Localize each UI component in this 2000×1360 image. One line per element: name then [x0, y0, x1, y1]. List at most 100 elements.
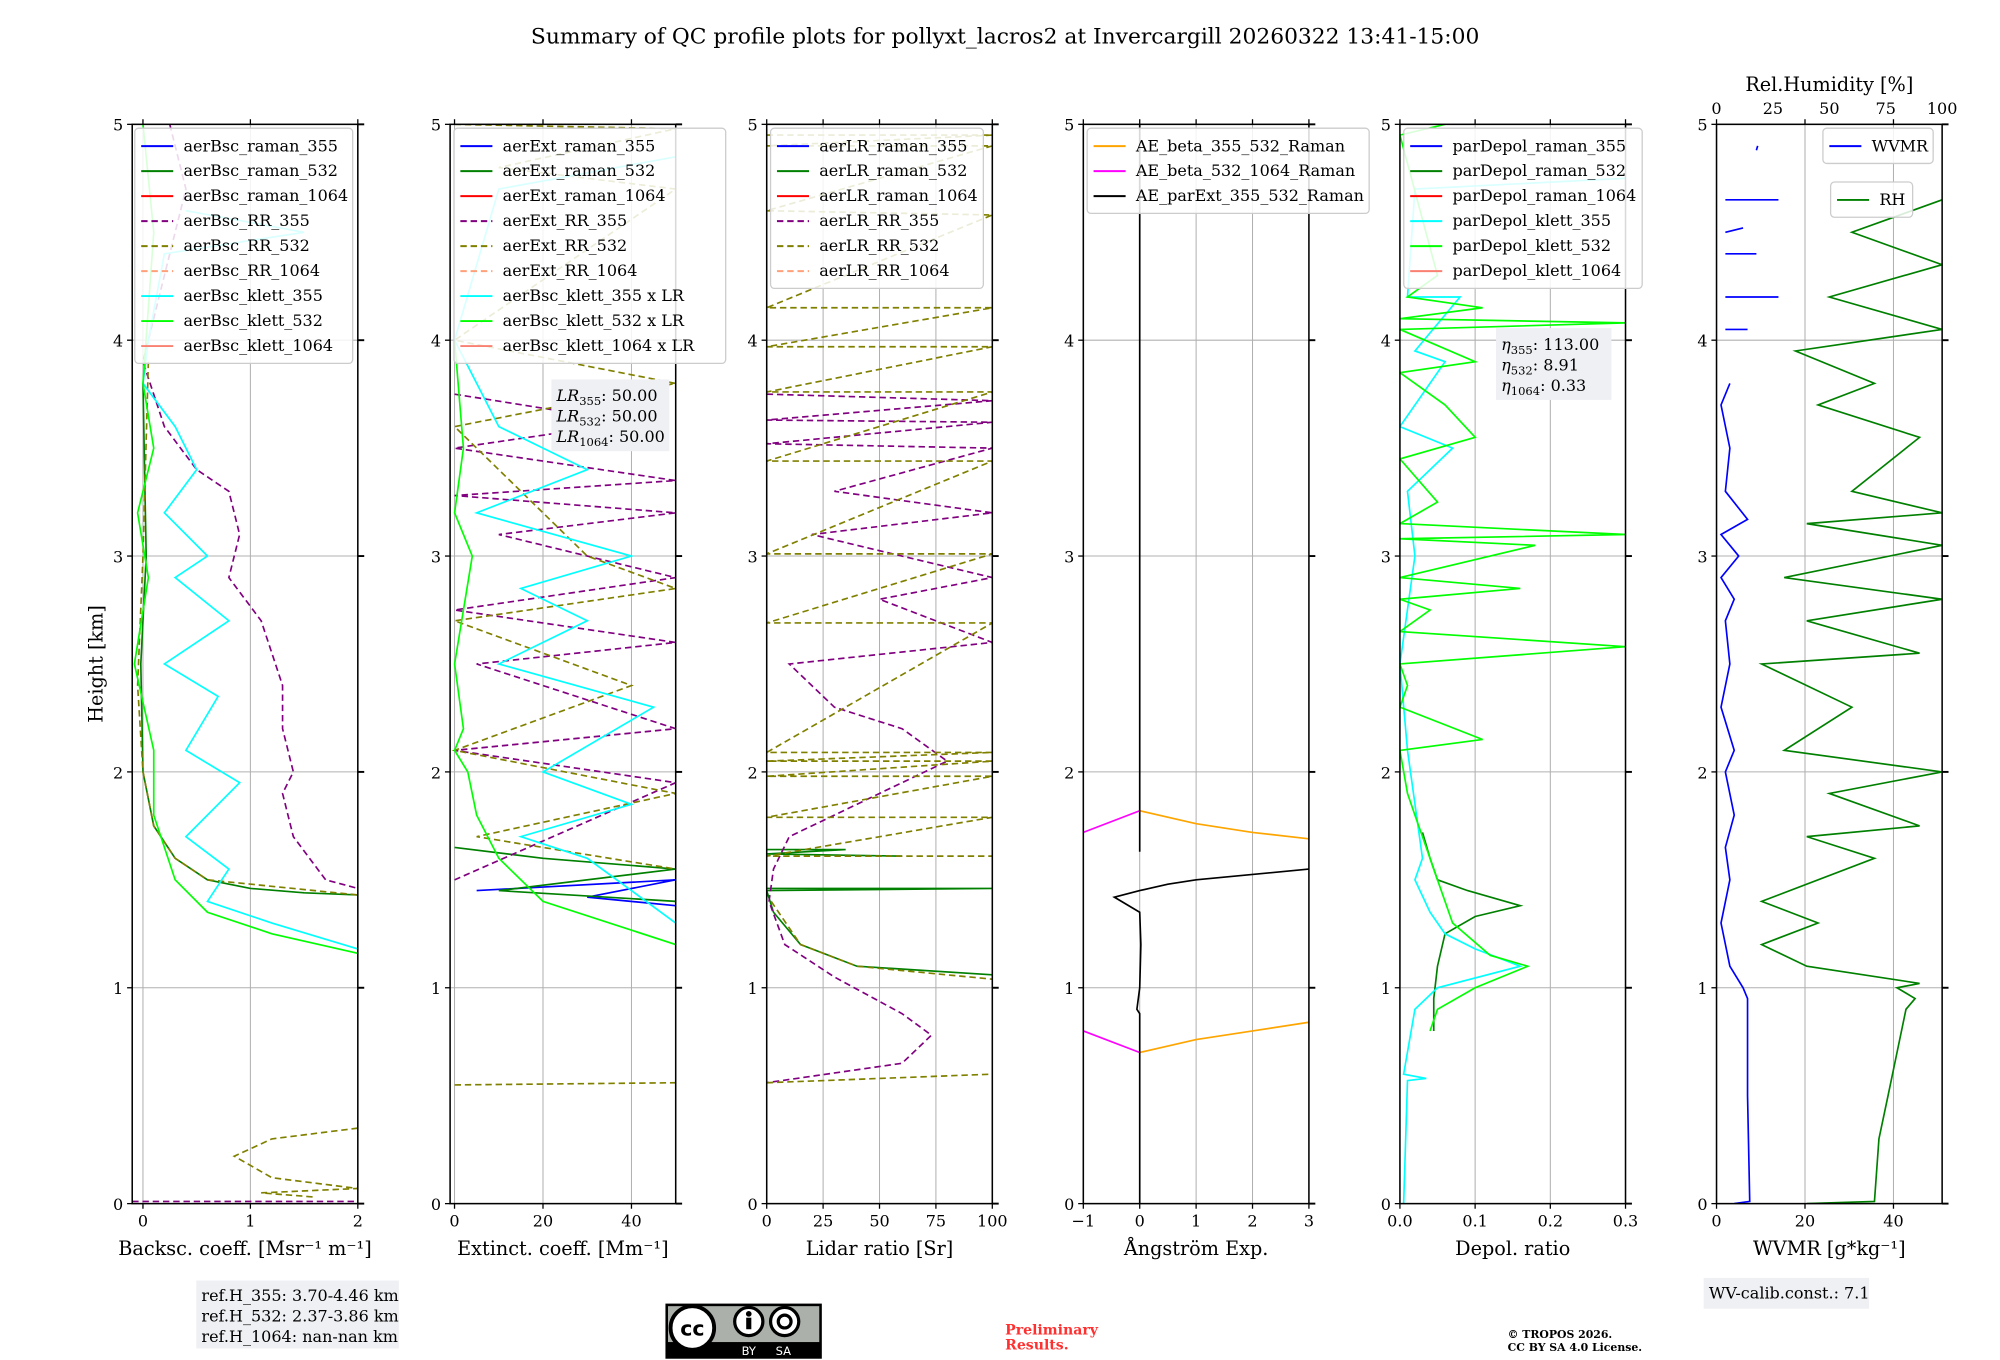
eta-info-symbol: η	[1501, 355, 1511, 374]
series-line-aerBsc_RR_532	[232, 1127, 358, 1198]
x-axis-label: Backsc. coeff. [Msr⁻¹ m⁻¹]	[118, 1237, 372, 1260]
legend-label: parDepol_klett_532	[1452, 236, 1611, 255]
refh-355: ref.H_355: 3.70-4.46 km	[201, 1286, 398, 1305]
x-axis-label: Ångström Exp.	[1123, 1237, 1269, 1260]
legend-label: AE_beta_532_1064_Raman	[1135, 161, 1355, 180]
x-tick-label: 25	[813, 1212, 833, 1231]
x-tick-label: 0	[1711, 1212, 1721, 1231]
eta-info-box	[1496, 328, 1612, 400]
legend-label: aerBsc_klett_355	[183, 286, 322, 305]
series-line-WVMR	[1719, 383, 1751, 1204]
eta-info-line: η355: 113.00	[1501, 335, 1599, 357]
by-label: BY	[742, 1344, 757, 1358]
preliminary-note-line2: Results.	[1005, 1338, 1069, 1354]
y-tick-label: 0	[1064, 1195, 1074, 1214]
y-tick-label: 4	[748, 332, 758, 351]
y-tick-label: 1	[431, 979, 441, 998]
eta-info-value: : 0.33	[1540, 376, 1586, 395]
y-tick-label: 3	[1697, 547, 1707, 566]
legend-label: aerLR_raman_355	[819, 136, 967, 155]
y-tick-label: 0	[1381, 1195, 1391, 1214]
lr-info-value: : 50.00	[609, 427, 665, 446]
refh-532: ref.H_532: 2.37-3.86 km	[201, 1307, 398, 1326]
series-line-aerBsc_RR_355	[142, 124, 358, 890]
y-tick-label: 5	[431, 116, 441, 135]
refh-1064: ref.H_1064: nan-nan km	[201, 1327, 398, 1346]
legend-label: aerBsc_klett_1064	[183, 336, 333, 355]
x-tick-label: 0	[449, 1212, 459, 1231]
y-tick-label: 4	[113, 332, 123, 351]
series-group	[1083, 124, 1309, 1204]
lr-info-subscript: 1064	[579, 435, 608, 449]
series-group	[1399, 124, 1626, 1204]
series-line-aerLR_RR_532	[766, 1073, 993, 1084]
y-tick-label: 5	[1381, 116, 1391, 135]
x-tick-label: 0.3	[1613, 1212, 1638, 1231]
top-tick-label: 0	[1711, 99, 1721, 118]
eta-info-value: : 113.00	[1533, 335, 1600, 354]
y-tick-label: 3	[1064, 547, 1074, 566]
y-tick-label: 4	[1697, 332, 1707, 351]
cc-icon	[668, 1304, 717, 1352]
series-line-AE_beta_355_532_Raman	[1139, 1021, 1309, 1054]
figure-title: Summary of QC profile plots for pollyxt_…	[531, 25, 1479, 50]
series-group	[766, 134, 993, 1084]
y-tick-label: 1	[113, 979, 123, 998]
series-line-parDepol_klett_355	[1399, 177, 1626, 1204]
x-tick-label: 40	[1883, 1212, 1903, 1231]
cc-label: cc	[680, 1317, 704, 1341]
x-tick-label: 1	[245, 1212, 255, 1231]
y-tick-label: 2	[1064, 763, 1074, 782]
lr-info-symbol: LR	[555, 386, 579, 405]
top-tick-label: 50	[1819, 99, 1839, 118]
series-line-aerBsc_raman_532	[139, 383, 358, 896]
legend-label: aerLR_RR_1064	[819, 261, 949, 280]
panel-3: 0 25 50 75 100 0 1 2 3 4 5 Lidar ratio [Sr] aerLR_ra…	[748, 116, 1008, 1260]
refh-box: ref.H_355: 3.70-4.46 km ref.H_532: 2.37-…	[196, 1280, 399, 1349]
legend-label: aerBsc_klett_532	[183, 311, 322, 330]
x-tick-label: 1	[1191, 1212, 1201, 1231]
x-tick-label: 0.1	[1462, 1212, 1487, 1231]
series-line-aerLR_RR_355	[766, 393, 993, 1084]
series-line-WVMR	[1725, 227, 1744, 234]
panels: 0 1 2 0 1 2 3 4 5 Backsc. coeff. [Msr⁻¹ m⁻¹] aerBs…	[113, 73, 1957, 1260]
legend-box	[134, 127, 354, 365]
series-line-aerBsc_klett_532 x LR	[453, 340, 676, 946]
eta-info-subscript: 1064	[1511, 384, 1540, 398]
legend-label: WVMR	[1872, 136, 1929, 155]
x-tick-label: 3	[1304, 1212, 1314, 1231]
x-tick-label: 2	[353, 1212, 363, 1231]
sa-icon	[768, 1305, 801, 1338]
series-line-parDepol_klett_532	[1399, 124, 1626, 1032]
y-tick-label: 0	[431, 1195, 441, 1214]
series-line-aerLR_raman_532	[766, 887, 993, 976]
lr-info-subscript: 355	[579, 394, 601, 408]
x-axis-label: WVMR [g*kg⁻¹]	[1753, 1237, 1906, 1260]
sa-label: SA	[776, 1344, 792, 1358]
series-line-aerExt_raman_355	[476, 879, 676, 907]
series-line-AE_beta_355_532_Raman	[1139, 809, 1309, 840]
x-tick-label: 75	[926, 1212, 946, 1231]
legend-label: aerExt_RR_1064	[503, 261, 638, 280]
x-axis-label: Extinct. coeff. [Mm⁻¹]	[457, 1237, 668, 1260]
y-tick-label: 5	[748, 116, 758, 135]
y-tick-label: 1	[1381, 979, 1391, 998]
y-tick-label: 1	[748, 979, 758, 998]
x-tick-label: 0	[762, 1212, 772, 1231]
series-group	[1719, 145, 1943, 1204]
y-tick-label: 2	[1697, 763, 1707, 782]
y-tick-label: 5	[1697, 116, 1707, 135]
legend-box	[1822, 127, 1934, 165]
legend-label: parDepol_raman_355	[1452, 136, 1626, 155]
panel-5: 0.0 0.1 0.2 0.3 0 1 2 3 4 5 Depol. ratio parDepol_r…	[1381, 116, 1643, 1260]
lr-info-box	[551, 379, 670, 452]
axes-frame	[1399, 123, 1627, 1205]
y-tick-label: 2	[1381, 763, 1391, 782]
series-line-aerBsc_klett_532	[133, 124, 358, 955]
eta-info-value: : 8.91	[1533, 355, 1579, 374]
axes-frame	[449, 123, 677, 1205]
eta-info-symbol: η	[1501, 376, 1511, 395]
x-axis-label: Lidar ratio [Sr]	[806, 1237, 954, 1260]
lr-info-line: LR532: 50.00	[555, 407, 657, 429]
